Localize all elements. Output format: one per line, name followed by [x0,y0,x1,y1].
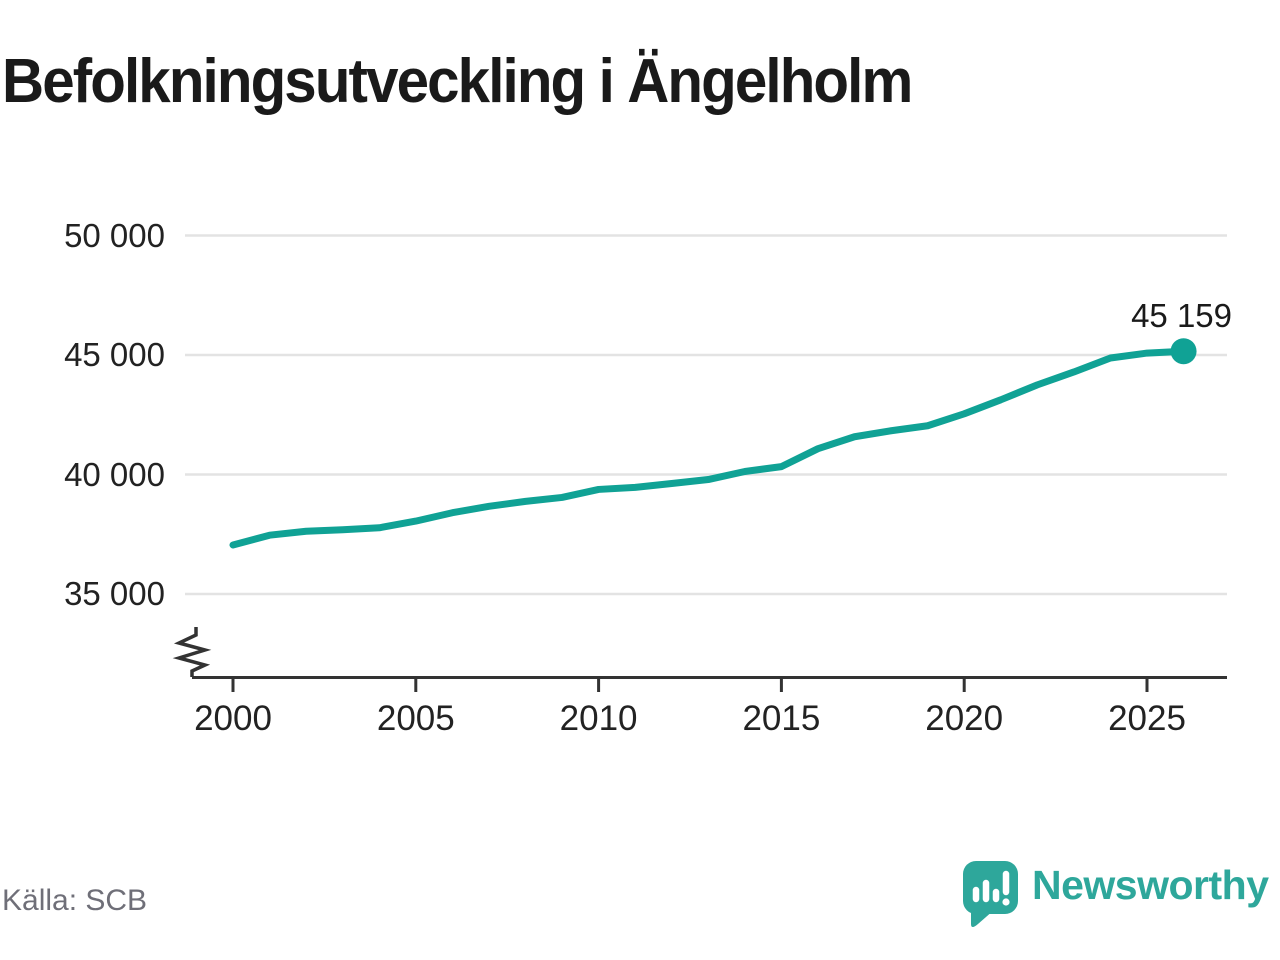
logo-bars-icon [972,870,1010,903]
x-axis-label: 2015 [742,699,821,738]
x-axis [172,627,1227,692]
y-axis-label: 40 000 [64,455,165,493]
gridlines [185,234,1227,596]
x-axis-label: 2010 [559,699,638,738]
newsworthy-logo-text: Newsworthy [1032,862,1269,908]
x-axis-label: 2005 [376,699,455,738]
y-axis-break-icon [172,627,212,677]
x-axis-ticks [231,677,1149,692]
population-line-series [229,347,1188,549]
x-axis-label: 2020 [925,699,1004,738]
chart-title: Befolkningsutveckling i Ängelholm [2,47,913,116]
x-axis-label: 2000 [194,699,272,738]
y-axis-label: 35 000 [64,575,165,612]
x-axis-label: 2025 [1108,699,1186,738]
y-axis-label: 45 000 [64,336,165,373]
newsworthy-logo: Newsworthy [962,858,1274,930]
source-note: Källa: SCB [2,884,148,917]
logo-exclamation-dot [1002,898,1010,906]
newsworthy-bubble-icon [963,861,1018,927]
series-end-point-marker [1170,338,1197,365]
y-axis-label: 50 000 [64,216,165,254]
end-value-label: 45 159 [1131,297,1233,335]
logo-bubble-tail [971,900,994,927]
